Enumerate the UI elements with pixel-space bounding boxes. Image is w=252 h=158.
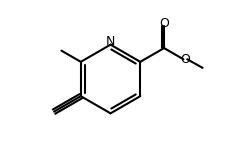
Text: O: O [159,17,169,30]
Text: O: O [180,53,191,66]
Text: N: N [106,35,115,48]
